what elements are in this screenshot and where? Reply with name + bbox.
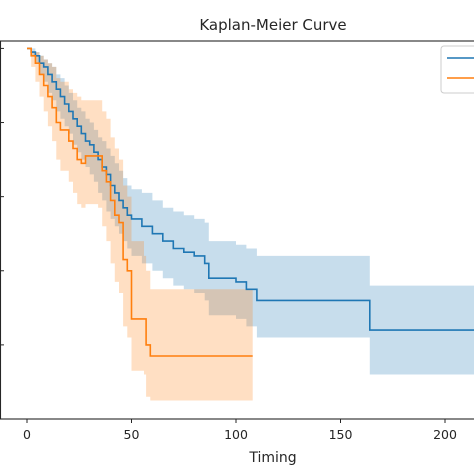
confidence-bands (27, 48, 474, 401)
confidence-band-series-1 (27, 48, 474, 375)
legend-box (440, 45, 474, 94)
x-tick-label: 200 (433, 427, 457, 442)
survival-curve-series-2 (27, 47, 253, 357)
confidence-band-series-2 (27, 48, 253, 401)
x-tick-label: 100 (224, 427, 248, 442)
x-tick-label: 150 (329, 427, 353, 442)
survival-lines (27, 47, 474, 357)
x-axis-title: Timing (248, 450, 296, 466)
plot-frame (0, 40, 474, 420)
legend (440, 45, 474, 94)
chart-title: Kaplan-Meier Curve (199, 16, 346, 34)
x-tick-label: 0 (23, 427, 31, 442)
y-axis-ticks (0, 47, 4, 346)
x-axis-ticks: 0 50 100 150 200 (23, 419, 457, 442)
x-tick-label: 50 (124, 427, 140, 442)
